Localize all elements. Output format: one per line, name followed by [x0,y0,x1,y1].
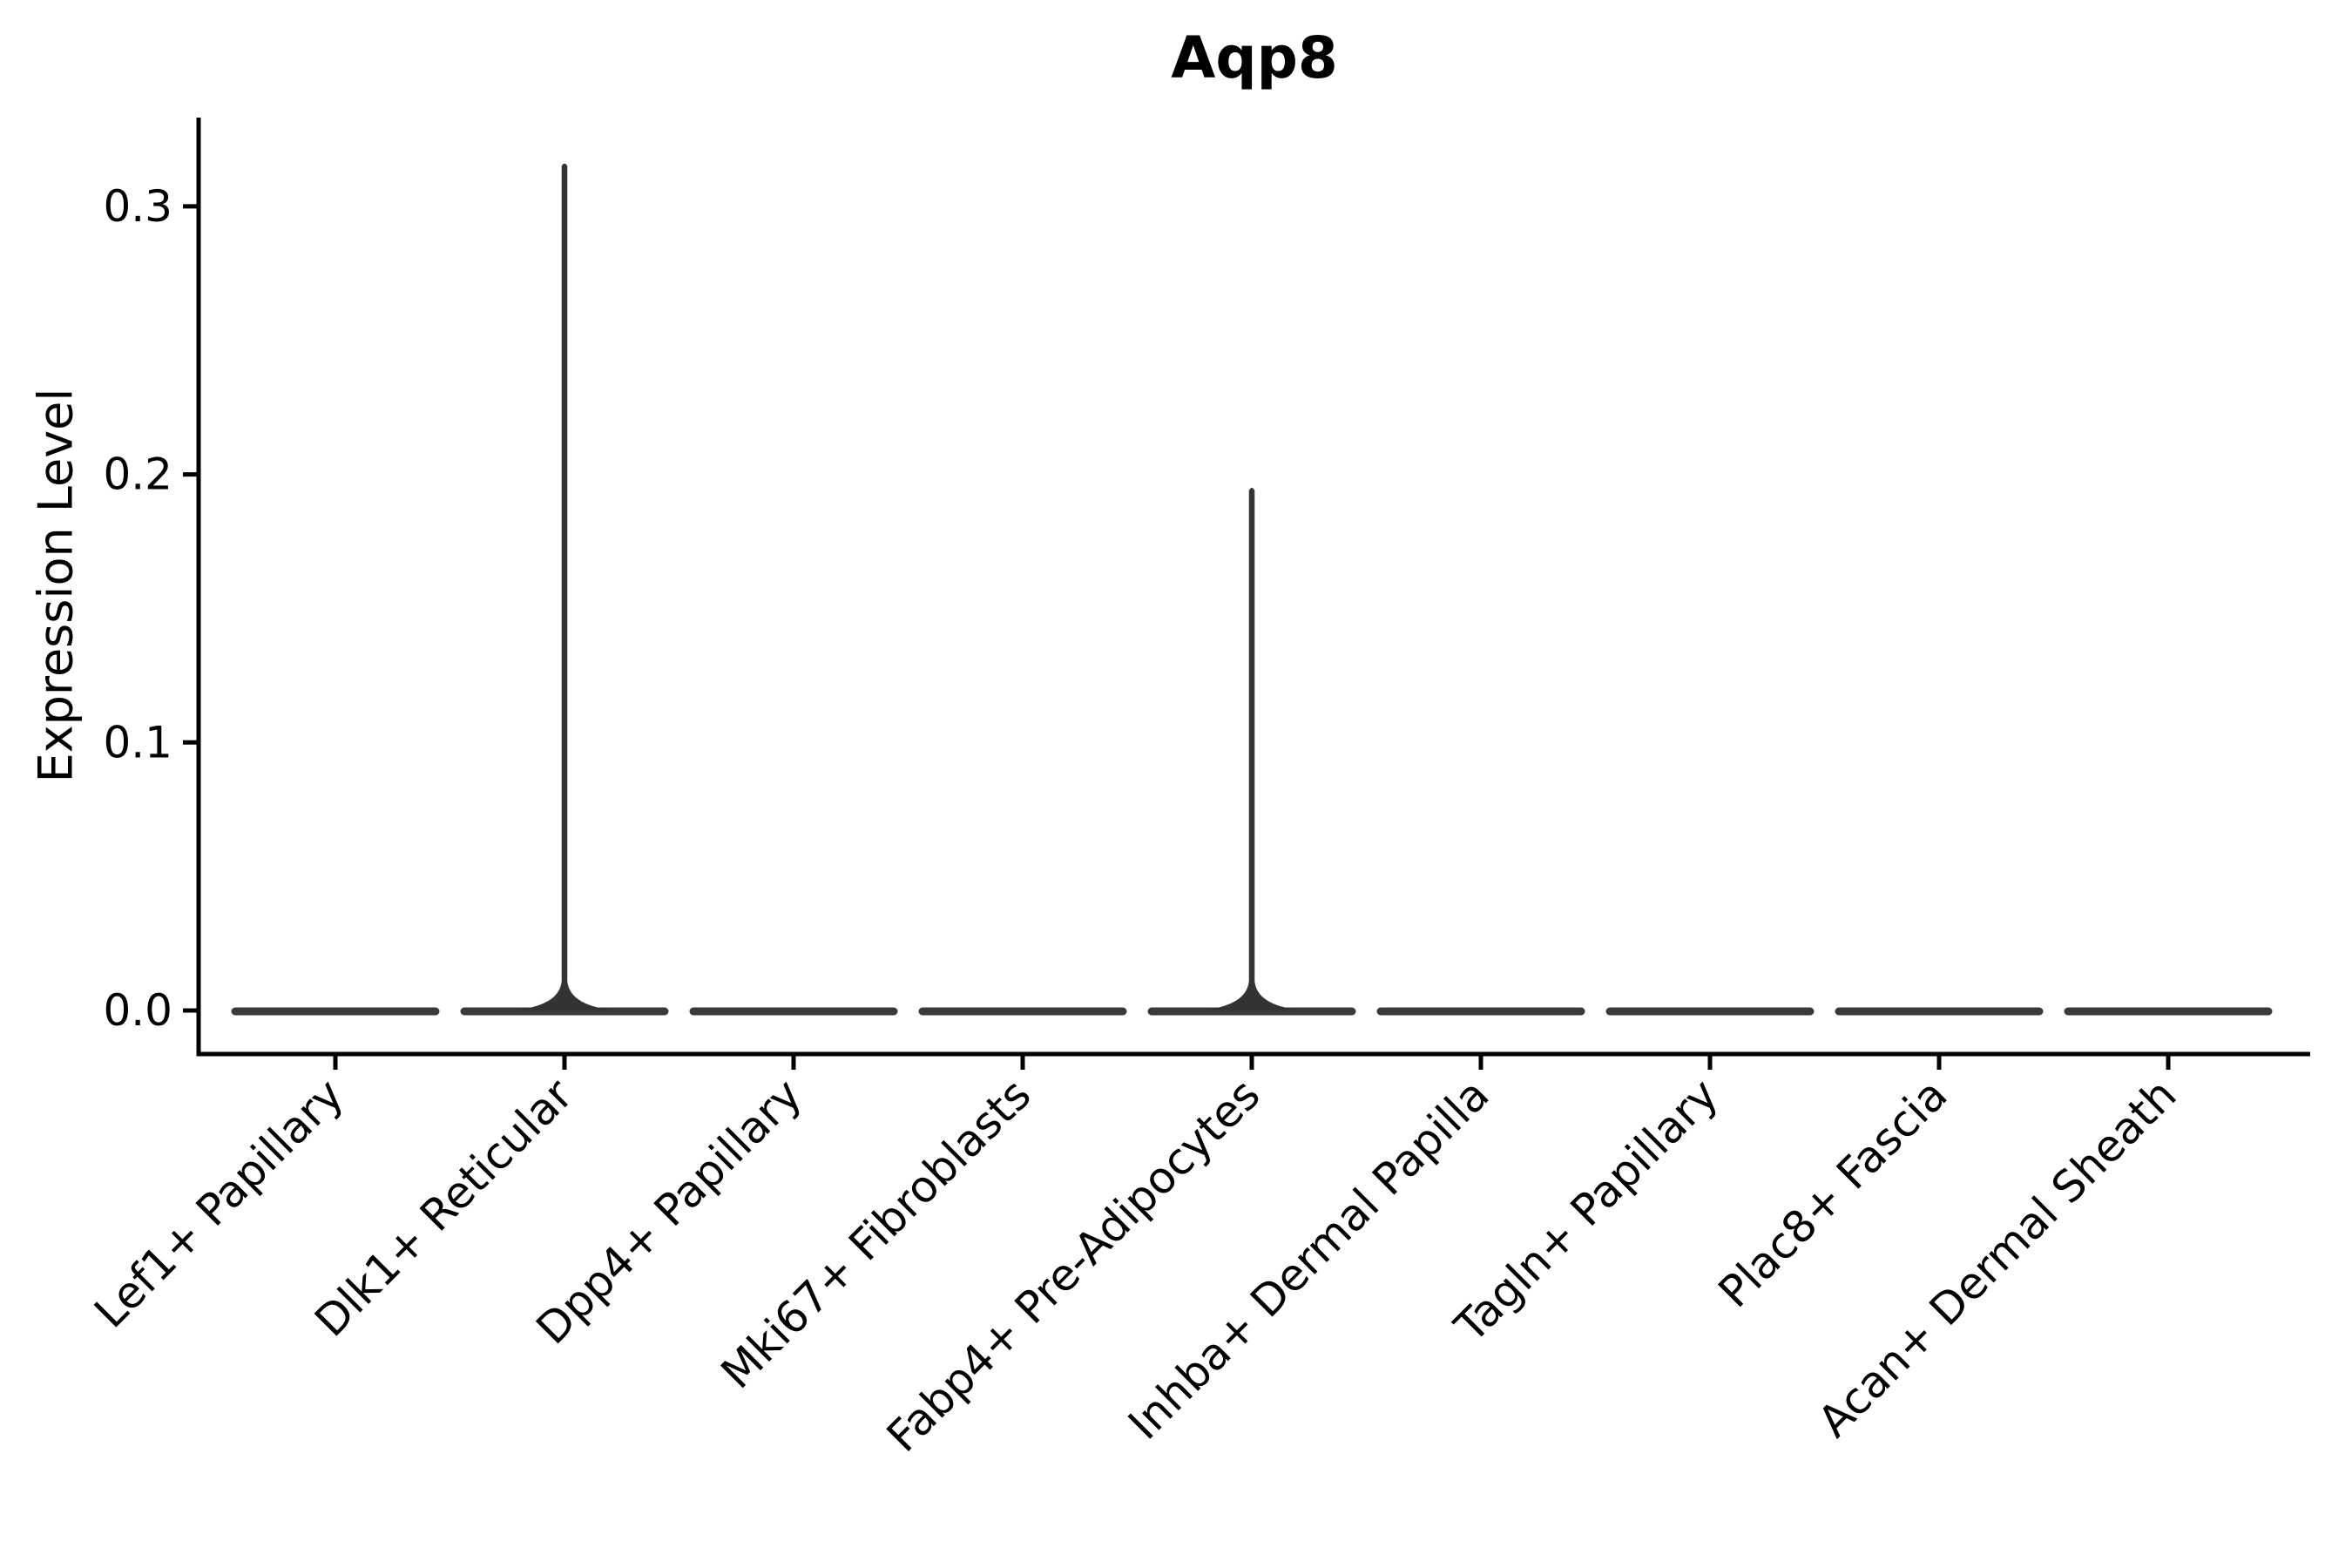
y-tick-label: 0.2 [103,449,172,500]
x-tick-label: Lef1+ Papillary [84,1069,353,1337]
x-tick-label: Fabp4+ Pre-Adipocytes [877,1069,1270,1462]
chart-title: Aqp8 [1171,24,1338,91]
x-tick-label: Plac8+ Fascia [1709,1069,1957,1317]
y-tick-label: 0.0 [103,985,172,1036]
violin-spike [515,163,614,1011]
y-tick-label: 0.1 [103,717,172,767]
violin-spike [1202,487,1301,1010]
y-tick-label: 0.3 [103,181,172,232]
